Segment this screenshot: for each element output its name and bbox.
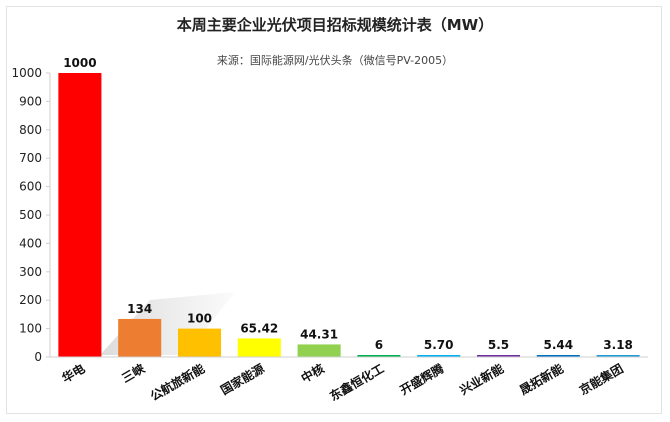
y-tick-label: 900: [19, 94, 42, 108]
chart-subtitle: 来源：国际能源网/光伏头条（微信号PV-2005）: [216, 54, 454, 67]
chart-title: 本周主要企业光伏项目招标规模统计表（MW）: [176, 16, 494, 34]
x-tick-label: 京能集团: [577, 361, 626, 398]
data-label: 1000: [63, 56, 96, 70]
bar: [118, 318, 162, 357]
data-label: 44.31: [300, 327, 338, 341]
y-tick-label: 400: [19, 236, 42, 250]
data-label: 65.42: [240, 321, 278, 335]
x-tick-label: 开盛辉腾: [397, 360, 447, 397]
y-tick-label: 0: [34, 350, 42, 364]
y-tick-label: 700: [19, 151, 42, 165]
bar: [357, 355, 401, 357]
bar: [297, 344, 341, 357]
y-tick-label: 100: [19, 322, 42, 336]
y-tick-label: 1000: [11, 66, 42, 80]
bar: [476, 355, 521, 357]
bar: [417, 355, 461, 357]
y-tick-label: 200: [19, 293, 42, 307]
data-label: 100: [187, 312, 212, 326]
y-tick-label: 600: [19, 180, 42, 194]
y-tick-label: 800: [19, 123, 42, 137]
x-tick-label: 中核: [298, 361, 326, 386]
data-label: 6: [375, 338, 383, 352]
x-tick-label: 华电: [59, 361, 87, 386]
bar: [237, 338, 281, 357]
bar: [536, 355, 580, 357]
y-tick-label: 500: [19, 208, 42, 222]
bar: [58, 73, 102, 357]
data-label: 5.44: [543, 338, 573, 352]
x-tick-label: 公航旅新能: [148, 361, 207, 404]
x-tick-label: 三峡: [119, 361, 147, 386]
data-label: 5.5: [488, 338, 509, 352]
data-label: 5.70: [424, 338, 454, 352]
x-tick-label: 东鑫恒化工: [327, 361, 386, 404]
data-label: 3.18: [603, 338, 633, 352]
x-tick-label: 晟拓新能: [517, 361, 566, 398]
x-tick-label: 国家能源: [218, 361, 267, 398]
bar: [177, 328, 222, 357]
bar: [596, 355, 640, 357]
y-tick-label: 300: [19, 265, 42, 279]
x-tick-label: 兴业新能: [457, 361, 506, 398]
data-label: 134: [127, 302, 152, 316]
